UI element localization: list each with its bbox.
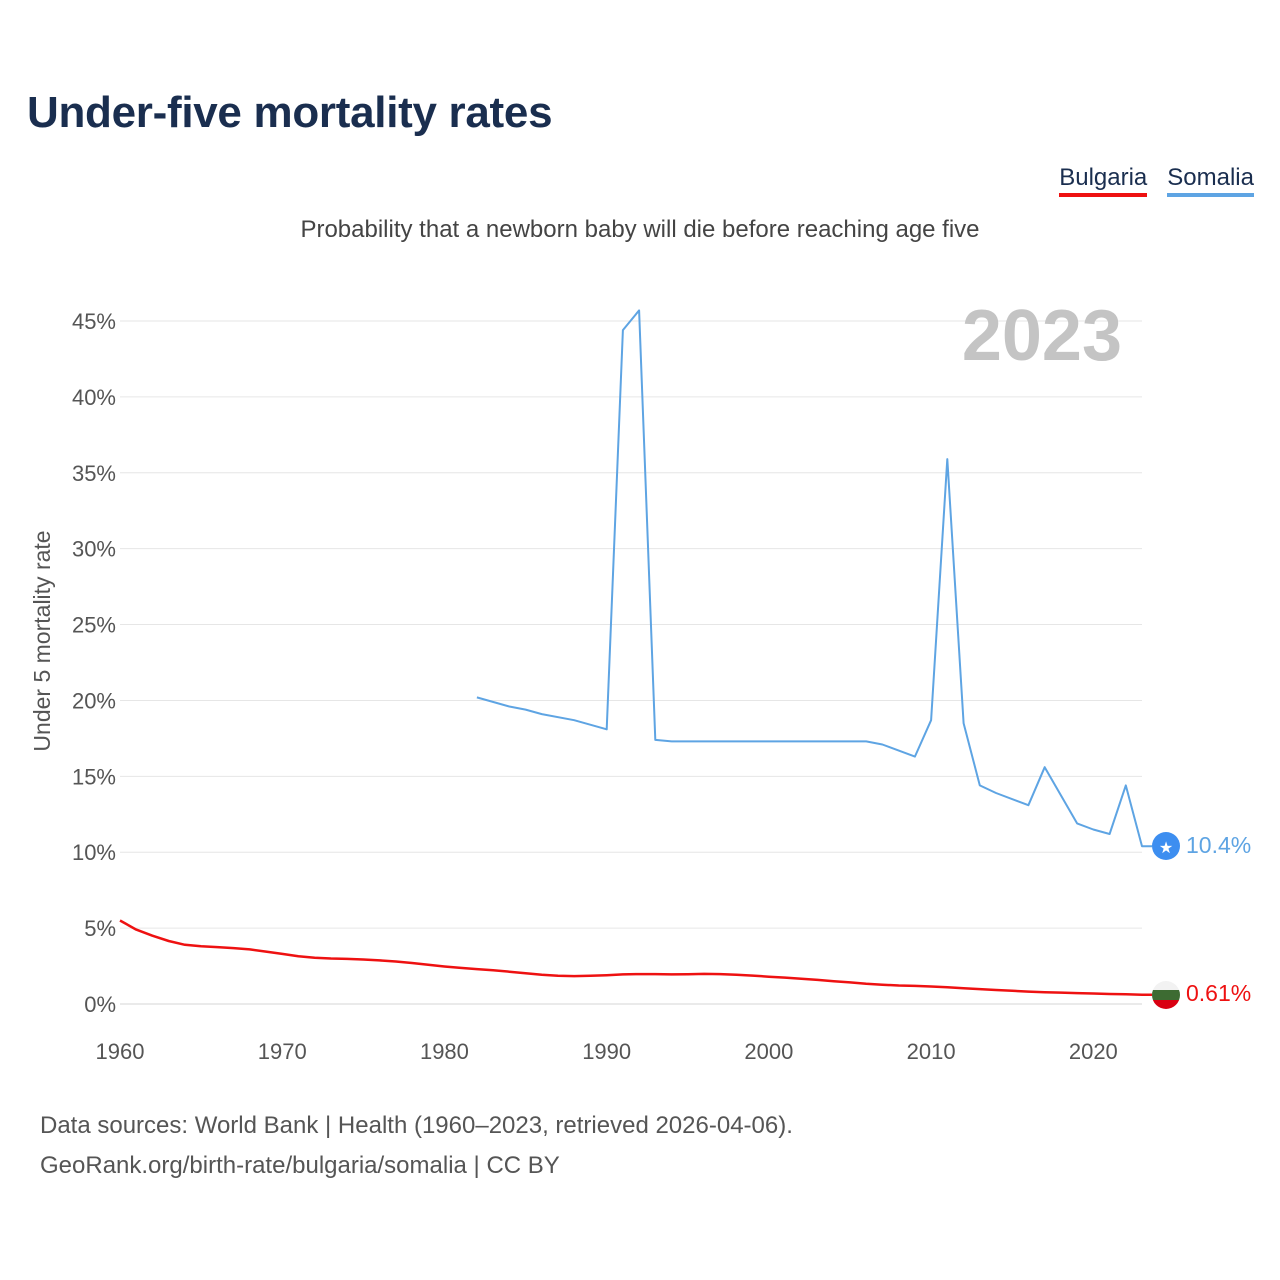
x-tick-label: 1990: [582, 1039, 631, 1064]
somalia-flag-icon: ★: [1152, 832, 1180, 860]
bulgaria-flag-icon: [1152, 981, 1180, 1009]
x-tick-label: 1970: [258, 1039, 307, 1064]
source-line-2[interactable]: GeoRank.org/birth-rate/bulgaria/somalia …: [40, 1152, 560, 1179]
series-line-bulgaria[interactable]: [119, 919, 1152, 996]
series: [119, 309, 1152, 996]
y-axis-ticks: 0% 5% 10% 15% 20% 25% 30% 35% 40% 45%: [72, 309, 116, 1017]
y-tick-label: 5%: [84, 916, 116, 941]
chart-subtitle: Probability that a newborn baby will die…: [300, 216, 980, 243]
source-line-1: Data sources: World Bank | Health (1960–…: [40, 1112, 793, 1139]
grid: [120, 320, 1142, 1005]
series-line-somalia[interactable]: [476, 309, 1152, 848]
y-tick-label: 35%: [72, 461, 116, 486]
bulgaria-end-label: 0.61%: [1186, 980, 1251, 1006]
x-tick-label: 2000: [744, 1039, 793, 1064]
y-tick-label: 30%: [72, 537, 116, 562]
legend-item-somalia[interactable]: Somalia: [1167, 164, 1254, 197]
somalia-end-label: 10.4%: [1186, 832, 1251, 858]
x-axis-ticks: 1960 1970 1980 1990 2000 2010 2020: [96, 1039, 1118, 1064]
x-tick-label: 2020: [1069, 1039, 1118, 1064]
y-tick-label: 25%: [72, 613, 116, 638]
current-year-label: 2023: [962, 296, 1122, 376]
y-axis-label: Under 5 mortality rate: [29, 530, 55, 751]
y-tick-label: 40%: [72, 385, 116, 410]
legend-item-bulgaria[interactable]: Bulgaria: [1059, 164, 1148, 197]
svg-text:★: ★: [1159, 838, 1173, 857]
x-tick-label: 2010: [907, 1039, 956, 1064]
legend: Bulgaria Somalia: [1059, 164, 1254, 197]
y-tick-label: 0%: [84, 992, 116, 1017]
source-note: Data sources: World Bank | Health (1960–…: [40, 1106, 793, 1186]
y-tick-label: 45%: [72, 309, 116, 334]
chart-title: Under-five mortality rates: [27, 88, 553, 137]
x-tick-label: 1980: [420, 1039, 469, 1064]
y-tick-label: 10%: [72, 840, 116, 865]
y-tick-label: 15%: [72, 764, 116, 789]
y-tick-label: 20%: [72, 688, 116, 713]
x-tick-label: 1960: [96, 1039, 145, 1064]
